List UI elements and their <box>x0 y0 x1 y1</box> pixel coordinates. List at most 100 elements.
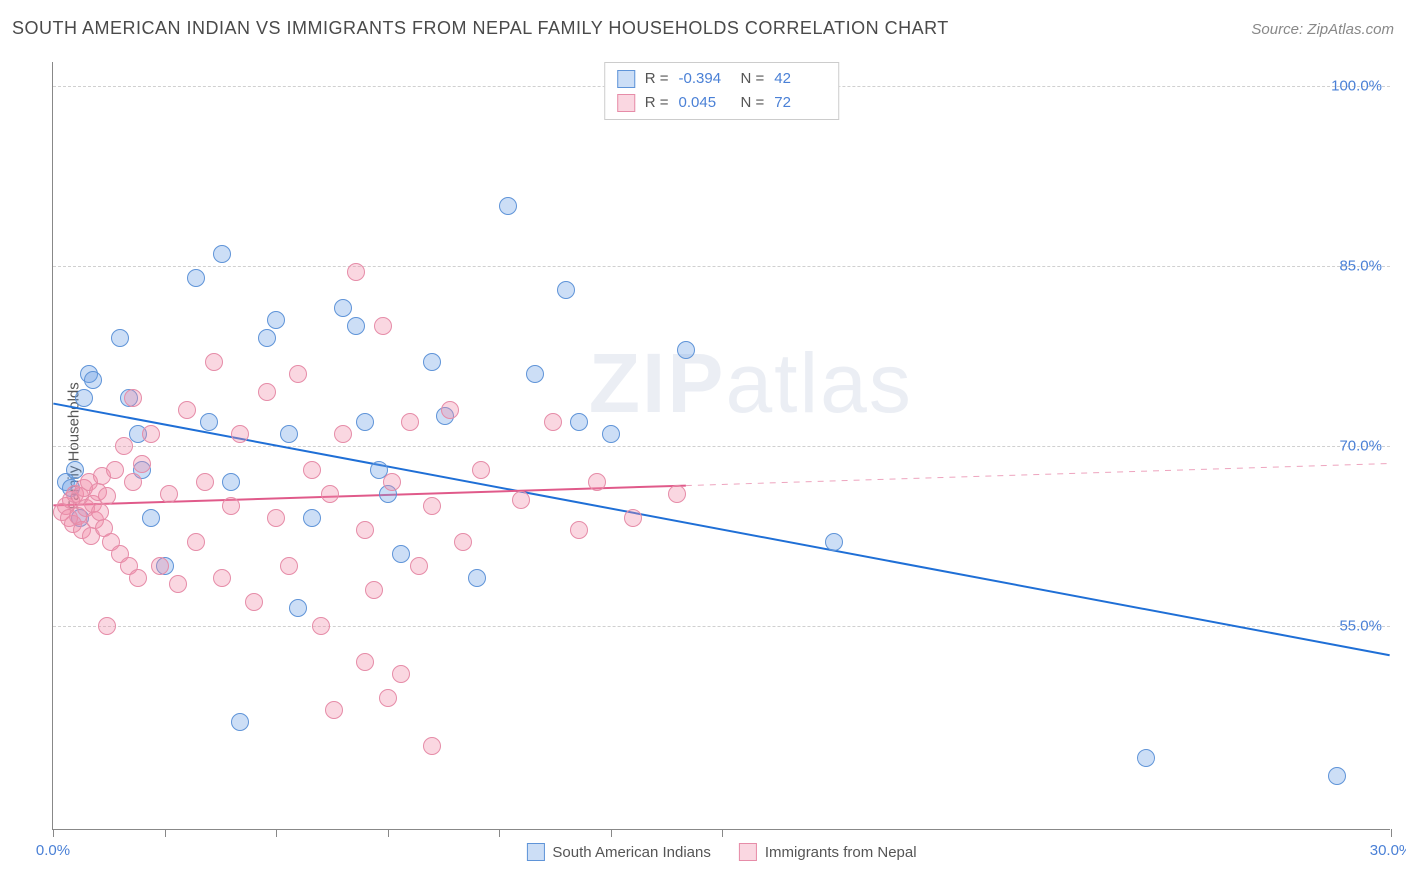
y-tick-label: 85.0% <box>1339 258 1382 275</box>
scatter-marker <box>303 509 321 527</box>
x-tick <box>1391 829 1392 837</box>
scatter-marker <box>124 473 142 491</box>
scatter-marker <box>289 365 307 383</box>
x-tick <box>611 829 612 837</box>
x-tick <box>388 829 389 837</box>
stat-r-label: R = <box>645 67 669 91</box>
legend-swatch <box>526 843 544 861</box>
scatter-marker <box>280 557 298 575</box>
scatter-marker <box>374 317 392 335</box>
scatter-marker <box>178 401 196 419</box>
stat-r-label: R = <box>645 91 669 115</box>
scatter-marker <box>512 491 530 509</box>
x-tick-label: 0.0% <box>36 842 70 859</box>
stats-row: R =0.045N =72 <box>617 91 827 115</box>
scatter-marker <box>258 383 276 401</box>
scatter-marker <box>544 413 562 431</box>
source: Source: ZipAtlas.com <box>1251 21 1394 38</box>
scatter-marker <box>588 473 606 491</box>
legend-item: South American Indians <box>526 843 710 861</box>
scatter-marker <box>160 485 178 503</box>
scatter-marker <box>379 689 397 707</box>
stat-r-value: 0.045 <box>679 91 731 115</box>
scatter-marker <box>602 425 620 443</box>
scatter-marker <box>441 401 459 419</box>
scatter-marker <box>196 473 214 491</box>
legend-label: Immigrants from Nepal <box>765 844 917 861</box>
scatter-marker <box>557 281 575 299</box>
scatter-marker <box>334 425 352 443</box>
gridline <box>53 266 1390 267</box>
scatter-marker <box>231 425 249 443</box>
scatter-marker <box>84 371 102 389</box>
watermark-zip: ZIP <box>589 336 726 430</box>
scatter-marker <box>624 509 642 527</box>
trend-line-dashed <box>686 463 1390 485</box>
scatter-marker <box>668 485 686 503</box>
x-tick <box>722 829 723 837</box>
x-tick <box>165 829 166 837</box>
scatter-marker <box>187 533 205 551</box>
scatter-marker <box>570 521 588 539</box>
stat-n-value: 72 <box>774 91 826 115</box>
scatter-marker <box>124 389 142 407</box>
scatter-marker <box>325 701 343 719</box>
stats-row: R = -0.394 N = 42 <box>617 67 827 91</box>
gridline <box>53 446 1390 447</box>
scatter-marker <box>142 509 160 527</box>
stats-box: R = -0.394 N = 42R = 0.045 N = 72 <box>604 62 840 120</box>
scatter-marker <box>383 473 401 491</box>
scatter-marker <box>677 341 695 359</box>
scatter-marker <box>1328 767 1346 785</box>
legend-label: South American Indians <box>552 844 710 861</box>
scatter-marker <box>312 617 330 635</box>
scatter-marker <box>347 263 365 281</box>
scatter-marker <box>280 425 298 443</box>
scatter-marker <box>115 437 133 455</box>
scatter-marker <box>258 329 276 347</box>
bottom-legend: South American Indians Immigrants from Ne… <box>526 843 916 861</box>
stat-n-value: 42 <box>774 67 826 91</box>
scatter-marker <box>570 413 588 431</box>
scatter-marker <box>106 461 124 479</box>
scatter-marker <box>245 593 263 611</box>
scatter-marker <box>423 737 441 755</box>
trend-line-solid <box>53 404 1389 656</box>
scatter-marker <box>75 389 93 407</box>
source-label: Source: <box>1251 21 1303 38</box>
scatter-marker <box>133 455 151 473</box>
scatter-marker <box>151 557 169 575</box>
y-tick-label: 55.0% <box>1339 618 1382 635</box>
chart-title: SOUTH AMERICAN INDIAN VS IMMIGRANTS FROM… <box>12 18 949 39</box>
scatter-marker <box>98 487 116 505</box>
scatter-marker <box>365 581 383 599</box>
scatter-marker <box>347 317 365 335</box>
scatter-marker <box>423 353 441 371</box>
scatter-marker <box>213 569 231 587</box>
scatter-marker <box>356 413 374 431</box>
scatter-marker <box>526 365 544 383</box>
scatter-marker <box>303 461 321 479</box>
watermark-atlas: atlas <box>725 336 912 430</box>
stat-r-value: -0.394 <box>679 67 731 91</box>
scatter-marker <box>98 617 116 635</box>
scatter-marker <box>468 569 486 587</box>
title-row: SOUTH AMERICAN INDIAN VS IMMIGRANTS FROM… <box>12 18 1394 39</box>
scatter-marker <box>111 329 129 347</box>
x-tick <box>499 829 500 837</box>
scatter-marker <box>1137 749 1155 767</box>
scatter-marker <box>423 497 441 515</box>
scatter-marker <box>231 713 249 731</box>
scatter-marker <box>356 521 374 539</box>
watermark: ZIPatlas <box>589 335 913 432</box>
legend-swatch <box>739 843 757 861</box>
scatter-marker <box>267 509 285 527</box>
legend-item: Immigrants from Nepal <box>739 843 917 861</box>
scatter-marker <box>205 353 223 371</box>
scatter-marker <box>499 197 517 215</box>
stat-n-label: N = <box>741 67 765 91</box>
legend-swatch <box>617 70 635 88</box>
scatter-marker <box>472 461 490 479</box>
scatter-marker <box>169 575 187 593</box>
scatter-marker <box>321 485 339 503</box>
